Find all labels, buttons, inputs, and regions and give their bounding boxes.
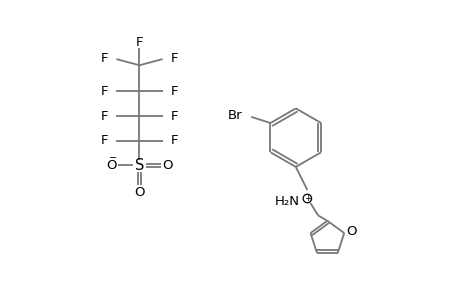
Text: F: F: [170, 110, 178, 123]
Text: +: +: [303, 194, 310, 203]
Text: F: F: [101, 134, 108, 147]
Text: O: O: [106, 159, 116, 172]
Text: F: F: [135, 36, 143, 50]
Text: H₂N: H₂N: [274, 195, 299, 208]
Text: F: F: [170, 52, 178, 65]
Text: F: F: [170, 134, 178, 147]
Text: S: S: [134, 158, 144, 173]
Text: O: O: [134, 186, 145, 199]
Text: O: O: [346, 225, 356, 238]
Text: O: O: [162, 159, 173, 172]
Text: F: F: [101, 52, 108, 65]
Text: F: F: [101, 110, 108, 123]
Text: F: F: [101, 85, 108, 98]
Text: Br: Br: [227, 109, 241, 122]
Text: F: F: [170, 85, 178, 98]
Text: −: −: [108, 153, 117, 164]
